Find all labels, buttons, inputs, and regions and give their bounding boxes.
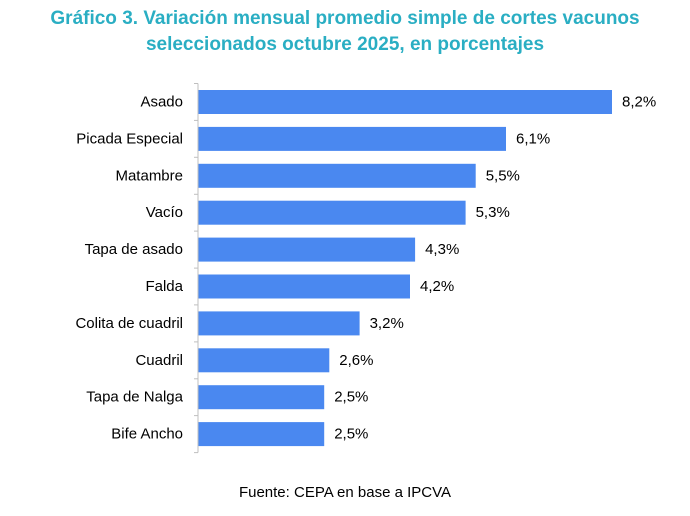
bar-4 (198, 237, 416, 262)
bar-7 (198, 348, 330, 373)
value-label-8: 2,5% (334, 389, 368, 406)
value-label-7: 2,6% (339, 352, 373, 369)
category-label-5: Falda (145, 278, 183, 295)
bar-9 (198, 422, 325, 447)
category-label-3: Vacío (146, 204, 183, 221)
value-label-6: 3,2% (370, 315, 404, 332)
value-label-2: 5,5% (486, 167, 520, 184)
category-label-9: Bife Ancho (111, 426, 183, 443)
category-label-6: Colita de cuadril (75, 315, 183, 332)
bar-chart: Asado 8,2% Picada Especial 6,1% Matambre 5,5%… (75, 83, 656, 454)
value-label-9: 2,5% (334, 426, 368, 443)
value-label-5: 4,2% (420, 278, 454, 295)
chart-title-line-1: Gráfico 3. Variación mensual promedio si… (50, 8, 640, 29)
chart-title: Gráfico 3. Variación mensual promedio si… (0, 6, 690, 58)
value-label-4: 4,3% (425, 241, 459, 258)
category-label-1: Picada Especial (76, 130, 183, 147)
bar-1 (198, 126, 506, 151)
value-label-3: 5,3% (476, 204, 510, 221)
category-label-2: Matambre (115, 167, 183, 184)
chart-title-line-2: seleccionados octubre 2025, en porcentaj… (145, 34, 545, 55)
value-label-0: 8,2% (622, 94, 656, 111)
source-note: Fuente: CEPA en base a IPCVA (238, 484, 452, 501)
bar-3 (198, 200, 466, 225)
category-label-7: Cuadril (135, 352, 183, 369)
bar-2 (198, 163, 476, 188)
category-label-4: Tapa de asado (85, 241, 183, 258)
bar-6 (198, 311, 360, 336)
category-label-8: Tapa de Nalga (86, 389, 183, 406)
value-label-1: 6,1% (516, 130, 550, 147)
bar-0 (198, 90, 612, 114)
category-label-0: Asado (140, 94, 183, 111)
bar-8 (198, 385, 325, 410)
bar-5 (198, 274, 410, 299)
